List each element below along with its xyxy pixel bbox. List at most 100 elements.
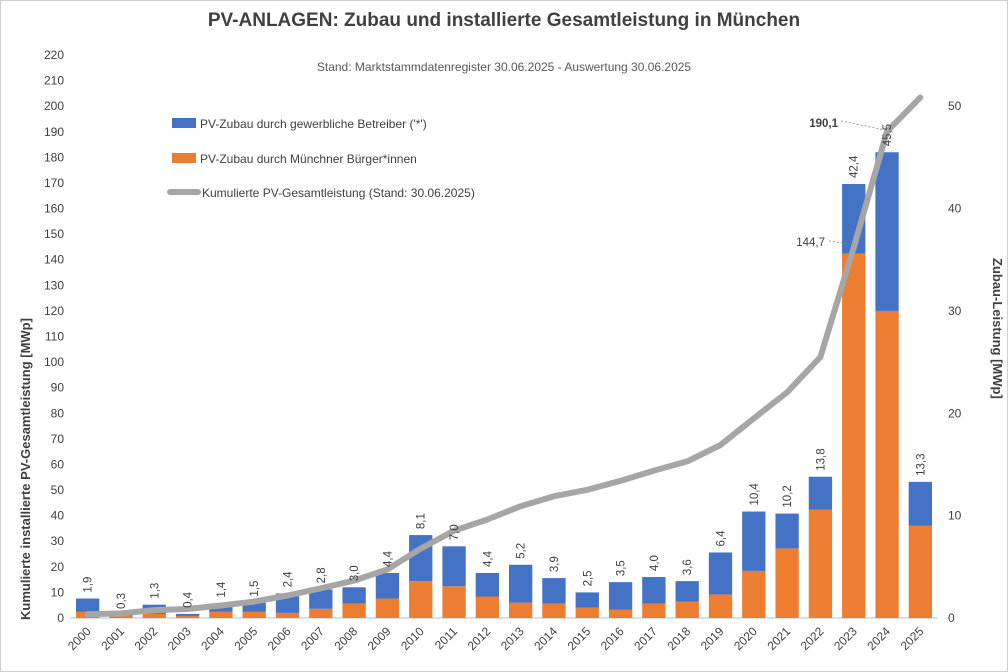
bar-gewerblich: [475, 572, 500, 597]
y-right-tick-label: 0: [948, 611, 955, 625]
bar-gewerblich: [242, 602, 266, 612]
bar-buerger: [442, 586, 466, 618]
x-tick-label: 2008: [331, 624, 360, 653]
bar-total-label: 13,8: [815, 448, 827, 470]
x-tick-label: 2016: [598, 624, 627, 653]
legend-label-gewerblich: PV-Zubau durch gewerbliche Betreiber ('*…: [200, 117, 427, 131]
bar-gewerblich: [608, 582, 633, 610]
bar-total-label: 42,4: [849, 155, 861, 178]
x-tick-label: 2004: [198, 624, 227, 653]
y-left-tick-label: 140: [44, 253, 64, 267]
x-tick-label: 2025: [898, 624, 927, 653]
bar-total-label: 1,9: [83, 577, 95, 593]
chart-subtitle: Stand: Marktstammdatenregister 30.06.202…: [316, 60, 692, 74]
x-tick-label: 2009: [365, 624, 394, 653]
x-tick-label: 2015: [565, 624, 594, 653]
y-left-tick-label: 40: [51, 509, 65, 523]
y-axis-left-label: Kumulierte installierte PV-Gesamtleistun…: [18, 318, 33, 620]
bar-buerger: [508, 602, 533, 618]
bar-total-label: 4,4: [482, 550, 494, 567]
x-tick-label: 2006: [265, 624, 294, 653]
y-left-tick-label: 130: [44, 278, 64, 292]
bar-buerger: [908, 525, 933, 618]
x-tick-label: 2002: [132, 624, 161, 653]
bar-gewerblich: [808, 476, 833, 510]
bar-total-label: 7,0: [449, 524, 461, 540]
bar-gewerblich: [442, 546, 466, 587]
y-left-tick-label: 160: [44, 202, 64, 216]
labels-group: 1,9 0,3 1,3 0,4 1,4 1,5 2,4 2,8 3,0 4,4 8,1 7,0 4,4 5…: [83, 118, 928, 609]
bar-gewerblich: [775, 513, 799, 549]
bar-total-label: 13,3: [915, 453, 927, 475]
y-left-tick-label: 60: [51, 457, 65, 471]
bar-buerger: [642, 603, 666, 618]
x-tick-label: 2011: [432, 624, 460, 652]
bar-total-label: 10,2: [782, 485, 794, 507]
x-tick-label: 2024: [864, 624, 893, 653]
x-tick-label: 2014: [531, 624, 560, 653]
bar-buerger: [409, 581, 433, 618]
bar-total-label: 2,5: [582, 570, 594, 586]
y-left-tick-label: 70: [51, 432, 65, 446]
y-left-tick-label: 90: [51, 381, 65, 395]
bar-gewerblich: [508, 564, 533, 603]
callout-2024-leader: [840, 120, 884, 130]
y-left-tick-label: 0: [57, 611, 64, 625]
bar-total-label: 5,2: [516, 543, 528, 559]
bar-total-label: 6,4: [716, 530, 728, 547]
x-tick-label: 2017: [631, 624, 660, 653]
legend-swatch-gewerblich: [172, 118, 196, 128]
bar-total-label: 10,4: [749, 483, 761, 506]
bar-gewerblich: [75, 598, 100, 612]
y-left-tick-label: 50: [51, 483, 65, 497]
bar-buerger: [109, 615, 133, 618]
y-left-tick-label: 150: [44, 227, 64, 241]
callout-2023-value: 144,7: [796, 237, 825, 249]
bar-total-label: 4,0: [649, 555, 661, 571]
bar-total-label: 2,4: [283, 571, 295, 588]
bar-buerger: [375, 598, 400, 618]
legend-label-buerger: PV-Zubau durch Münchner Bürger*innen: [200, 152, 417, 166]
y-left-tick-label: 210: [44, 74, 64, 88]
chart-title: PV-ANLAGEN: Zubau und installierte Gesam…: [207, 10, 801, 31]
bar-gewerblich: [309, 589, 333, 609]
x-tick-label: 2012: [465, 624, 494, 653]
bar-total-label: 1,4: [216, 581, 228, 598]
x-tick-label: 2019: [698, 624, 727, 653]
bar-total-label: 8,1: [416, 513, 428, 529]
legend-group: PV-Zubau durch gewerbliche Betreiber ('*…: [167, 117, 475, 200]
bar-total-label: 3,5: [616, 560, 628, 576]
x-tick-label: 2010: [398, 624, 427, 653]
bar-total-label: 1,3: [149, 583, 161, 599]
bar-total-label: 0,3: [116, 593, 128, 609]
y-right-tick-label: 20: [948, 406, 962, 420]
y-left-tick-label: 200: [44, 99, 64, 113]
y-left-tick-label: 170: [44, 176, 64, 190]
bar-total-label: 4,4: [382, 550, 394, 567]
bar-total-label: 3,6: [682, 559, 694, 575]
bar-buerger: [175, 615, 200, 618]
bar-buerger: [808, 509, 833, 618]
y-axis-right-label: Zubau-Leistung [MWp]: [990, 258, 1005, 399]
bar-gewerblich: [175, 613, 200, 616]
callout-2023-leader: [828, 240, 850, 245]
bar-gewerblich: [642, 577, 666, 604]
y-right-tick-label: 30: [948, 304, 962, 318]
bar-gewerblich: [908, 481, 933, 526]
bar-buerger: [675, 601, 699, 618]
x-tick-label: 2022: [798, 624, 827, 653]
y-left-tick-label: 110: [45, 330, 64, 344]
bar-total-label: 45,5: [882, 124, 894, 146]
y-left-tick-label: 10: [51, 585, 65, 599]
bar-buerger: [842, 253, 866, 618]
bar-buerger: [142, 613, 166, 618]
bar-gewerblich: [742, 511, 766, 571]
y-left-tick-label: 100: [44, 355, 64, 369]
x-tick-label: 2007: [298, 624, 327, 653]
x-tick-label: 2023: [831, 624, 860, 653]
x-tick-label: 2020: [731, 624, 760, 653]
bar-buerger: [775, 548, 799, 618]
bar-buerger: [608, 609, 633, 618]
